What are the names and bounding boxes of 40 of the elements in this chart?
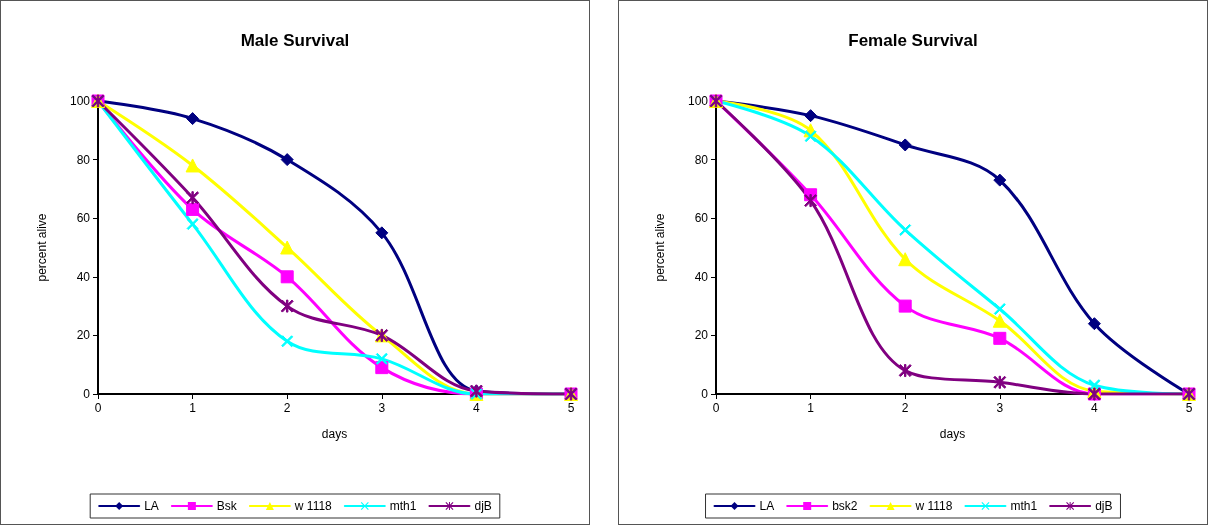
chart-title: Male Survival [240, 31, 350, 50]
x-tick-label: 5 [1185, 401, 1193, 415]
legend-label: LA [144, 499, 159, 513]
y-axis-title: percent alive [35, 213, 49, 282]
x-tick-label: 1 [189, 401, 197, 415]
x-tick-label: 4 [473, 401, 481, 415]
y-tick-label: 0 [701, 387, 709, 401]
chart-title: Female Survival [848, 31, 978, 50]
x-tick-label: 0 [712, 401, 720, 415]
y-tick-label: 80 [694, 152, 709, 167]
x-tick-label: 2 [901, 401, 909, 415]
legend-label: djB [1095, 499, 1113, 513]
y-tick-label: 40 [694, 269, 709, 284]
x-tick-label: 2 [283, 401, 291, 415]
legend-label: w 1118 [293, 499, 333, 513]
y-tick-label: 100 [687, 94, 709, 108]
y-tick-label: 80 [76, 152, 91, 167]
x-tick-label: 1 [807, 401, 815, 415]
legend-label: bsk2 [832, 499, 858, 513]
y-tick-label: 60 [694, 211, 709, 226]
x-tick-label: 3 [996, 401, 1004, 415]
x-axis-title: days [939, 427, 966, 441]
legend-label: mth1 [389, 499, 417, 513]
legend-label: djB [474, 499, 492, 513]
x-tick-label: 4 [1091, 401, 1099, 415]
legend-label: Bsk [216, 499, 238, 513]
x-tick-label: 5 [567, 401, 575, 415]
y-tick-label: 20 [76, 328, 91, 343]
x-axis-title: days [321, 427, 348, 441]
legend-label: mth1 [1010, 499, 1038, 513]
y-tick-label: 20 [694, 328, 709, 343]
y-tick-label: 60 [76, 211, 91, 226]
y-axis-title: percent alive [653, 213, 667, 282]
y-tick-label: 100 [69, 94, 91, 108]
legend-label: LA [759, 499, 775, 513]
y-tick-label: 0 [83, 387, 91, 401]
legend-label: w 1118 [914, 499, 953, 513]
y-tick-label: 40 [76, 269, 91, 284]
x-tick-label: 0 [94, 401, 102, 415]
x-tick-label: 3 [378, 401, 386, 415]
